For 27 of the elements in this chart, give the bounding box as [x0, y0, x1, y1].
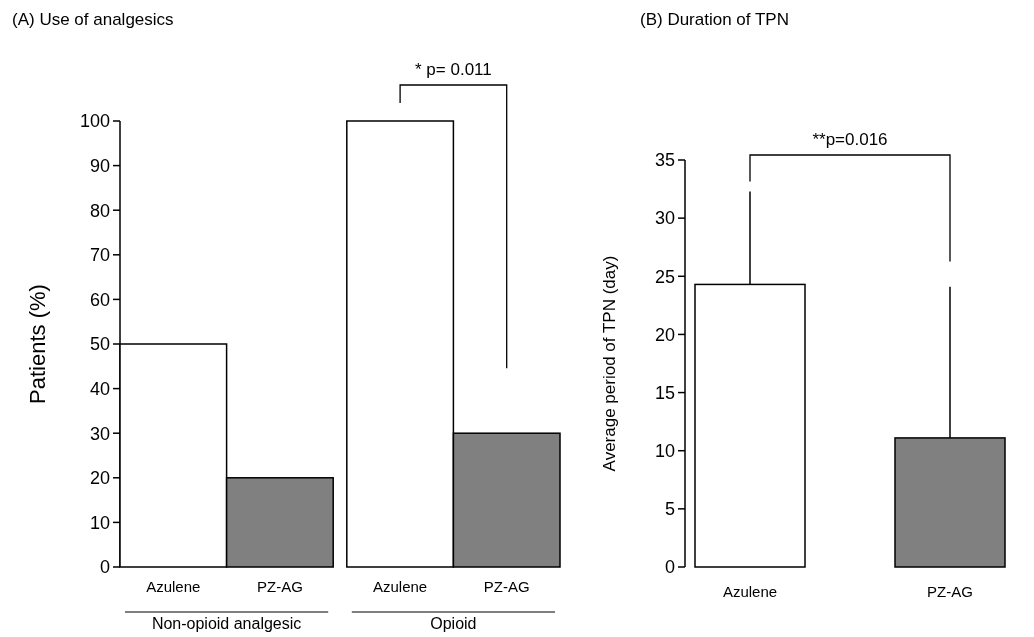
y-tick-label: 70: [89, 245, 110, 266]
y-tick-label: 30: [654, 208, 675, 229]
y-tick-label: 50: [89, 334, 110, 355]
x-tick-label: Opioid: [430, 615, 477, 632]
y-tick-label: 10: [89, 512, 110, 533]
y-tick-label: 90: [89, 155, 110, 176]
significance-bracket: **p=0.016: [749, 130, 951, 262]
y-axis-title: Average period of TPN (day): [600, 255, 619, 472]
significance-bracket: * p= 0.011: [399, 60, 508, 369]
y-tick-label: 30: [89, 423, 110, 444]
chart-title: (A) Use of analgesics: [12, 10, 174, 29]
x-tick-label: Non-opioid analgesic: [151, 615, 302, 632]
y-tick-label: 5: [664, 499, 675, 520]
y-tick-label: 25: [654, 266, 675, 287]
y-axis-title: Patients (%): [25, 284, 50, 404]
y-tick-label: 0: [99, 557, 110, 578]
y-tick-label: 40: [89, 378, 110, 399]
y-tick-label: 15: [654, 382, 675, 403]
y-tick-label: 100: [79, 111, 110, 132]
y-tick-label: 10: [654, 441, 675, 462]
y-tick-label: 80: [89, 200, 110, 221]
y-tick-label: 60: [89, 289, 110, 310]
chart-title: (B) Duration of TPN: [640, 10, 789, 29]
y-tick-label: 0: [664, 557, 675, 578]
y-tick-label: 20: [89, 468, 110, 489]
y-tick-label: 35: [654, 150, 675, 171]
y-tick-label: 20: [654, 324, 675, 345]
